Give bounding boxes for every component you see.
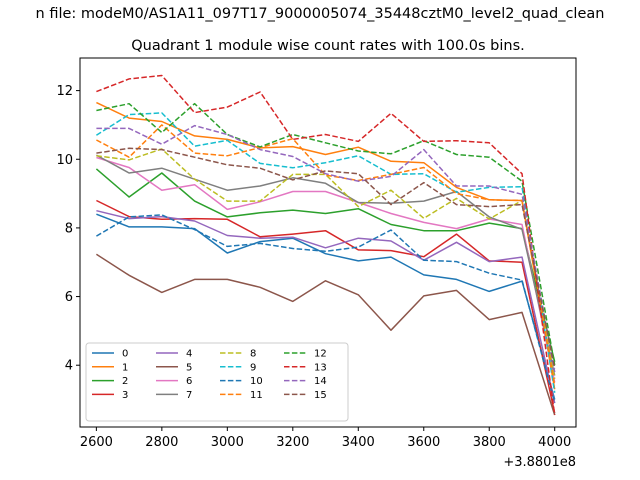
y-tick-label: 6 bbox=[65, 290, 73, 305]
x-tick-label: 3200 bbox=[276, 435, 309, 450]
legend-label-5: 5 bbox=[186, 362, 192, 373]
series-line-6 bbox=[96, 156, 556, 383]
series-line-13 bbox=[96, 74, 556, 416]
series-layer bbox=[95, 74, 556, 416]
legend-label-9: 9 bbox=[250, 362, 256, 373]
series-line-11 bbox=[96, 124, 556, 386]
legend-label-11: 11 bbox=[250, 390, 263, 401]
series-line-12 bbox=[96, 102, 556, 366]
legend-label-8: 8 bbox=[250, 349, 256, 360]
series-line-4 bbox=[96, 209, 556, 404]
series-line-5 bbox=[95, 253, 556, 416]
legend-box bbox=[85, 342, 349, 422]
x-offset-text: +3.8801e8 bbox=[503, 455, 576, 470]
legend-label-6: 6 bbox=[186, 376, 192, 387]
y-tick-label: 10 bbox=[56, 153, 73, 168]
legend-label-15: 15 bbox=[314, 390, 327, 401]
series-line-15 bbox=[96, 147, 556, 369]
y-axis: 4 6 8 10 12 bbox=[56, 84, 80, 374]
x-tick-label: 2600 bbox=[80, 435, 113, 450]
x-tick-label: 3000 bbox=[211, 435, 244, 450]
x-tick-label: 3800 bbox=[473, 435, 506, 450]
y-tick-label: 12 bbox=[56, 84, 73, 99]
legend-label-10: 10 bbox=[250, 376, 263, 387]
series-line-7 bbox=[96, 154, 556, 376]
legend-label-0: 0 bbox=[122, 349, 128, 360]
legend-label-4: 4 bbox=[186, 349, 192, 360]
legend-label-2: 2 bbox=[122, 376, 128, 387]
x-tick-label: 4000 bbox=[538, 435, 571, 450]
legend-label-14: 14 bbox=[314, 376, 327, 387]
figure-suptitle: n file: modeM0/AS1A11_097T17_9000005074_… bbox=[36, 6, 605, 22]
chart-title: Quadrant 1 module wise count rates with … bbox=[131, 38, 525, 54]
y-tick-label: 8 bbox=[65, 221, 73, 236]
x-tick-label: 2800 bbox=[145, 435, 178, 450]
legend-label-7: 7 bbox=[186, 390, 192, 401]
plot-frame bbox=[79, 57, 577, 428]
legend-label-1: 1 bbox=[122, 362, 128, 373]
series-line-9 bbox=[96, 112, 556, 393]
series-line-10 bbox=[96, 214, 556, 404]
x-tick-label: 3400 bbox=[342, 435, 375, 450]
series-line-1 bbox=[96, 101, 556, 390]
series-line-0 bbox=[96, 213, 556, 400]
series-line-14 bbox=[96, 124, 556, 373]
legend-label-3: 3 bbox=[122, 390, 128, 401]
legend-label-12: 12 bbox=[314, 349, 327, 360]
x-axis: 2600 2800 3000 3200 3400 3600 3800 4000 bbox=[80, 427, 571, 450]
y-tick-label: 4 bbox=[65, 359, 73, 374]
legend-label-13: 13 bbox=[314, 362, 327, 373]
series-line-8 bbox=[96, 148, 556, 380]
series-line-2 bbox=[95, 168, 556, 362]
x-tick-label: 3600 bbox=[407, 435, 440, 450]
